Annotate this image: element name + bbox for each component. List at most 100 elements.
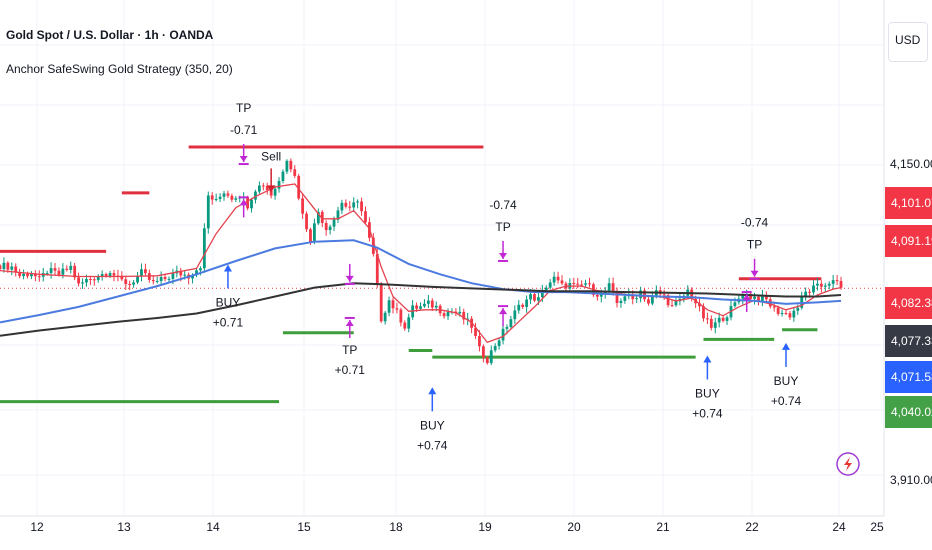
- candle: [344, 202, 348, 207]
- candle: [305, 213, 308, 230]
- price-badge: [885, 396, 932, 428]
- tp-label: -0.74: [489, 198, 517, 212]
- currency-button[interactable]: USD: [888, 22, 928, 62]
- tp-arrowhead-icon: [239, 156, 248, 163]
- candle: [635, 298, 639, 300]
- candle: [709, 318, 713, 328]
- candle: [202, 228, 206, 269]
- tp-signal: -0.74 TP: [741, 216, 769, 280]
- candle: [670, 305, 674, 307]
- candle: [2, 262, 6, 270]
- x-tick-label: 24: [832, 520, 846, 534]
- buy-label: +0.74: [417, 438, 448, 452]
- price-badge: [885, 287, 932, 319]
- tp-signal: [238, 196, 249, 218]
- price-badge-label: 4,071.581: [891, 370, 932, 384]
- candle: [257, 185, 261, 192]
- candle: [88, 279, 92, 281]
- candle: [222, 193, 226, 197]
- candle: [309, 229, 312, 243]
- candle: [332, 219, 336, 227]
- tp-label: TP: [495, 220, 510, 234]
- y-tick-label: 4,150.000: [890, 157, 932, 171]
- bolt-icon[interactable]: [836, 452, 860, 476]
- buy-arrowhead-icon: [782, 342, 790, 350]
- candle: [92, 279, 96, 281]
- candle: [556, 276, 560, 281]
- candle: [784, 313, 788, 315]
- candle: [316, 211, 320, 224]
- candle: [22, 273, 25, 277]
- tp-arrowhead-icon: [239, 199, 248, 206]
- candle: [49, 268, 53, 273]
- candle: [513, 310, 517, 320]
- candle: [804, 291, 808, 298]
- candle: [261, 185, 265, 187]
- candle: [364, 211, 367, 223]
- candle: [706, 318, 709, 320]
- tp-signal: -0.74 TP: [489, 198, 517, 262]
- candle: [835, 280, 839, 282]
- candle: [481, 346, 485, 358]
- candle: [379, 284, 383, 322]
- candle: [407, 317, 411, 329]
- candle: [395, 308, 399, 310]
- candle: [348, 206, 352, 208]
- candle: [77, 277, 80, 284]
- candle: [53, 268, 57, 271]
- candle: [485, 357, 489, 364]
- candle: [183, 274, 187, 276]
- candle: [698, 303, 701, 307]
- candle: [30, 274, 33, 277]
- tp-signal: [741, 291, 752, 313]
- y-tick-label: 3,910.000: [890, 473, 932, 487]
- candle: [493, 346, 497, 351]
- candle: [474, 327, 477, 336]
- x-tick-label: 19: [478, 520, 492, 534]
- price-badge: [885, 225, 932, 257]
- candle: [45, 272, 49, 274]
- candle: [442, 313, 446, 317]
- candle: [26, 273, 29, 277]
- candle: [96, 277, 100, 280]
- x-tick-label: 18: [389, 520, 403, 534]
- candle: [210, 195, 214, 200]
- x-tick-label: 20: [567, 520, 581, 534]
- candle: [128, 284, 132, 286]
- candle: [458, 311, 462, 314]
- candle: [360, 201, 363, 212]
- candle: [741, 295, 745, 299]
- candle: [191, 275, 194, 279]
- candle: [725, 317, 729, 321]
- candle: [18, 272, 22, 277]
- price-badge-label: 4,082.383: [891, 296, 932, 310]
- fast-ma-line: [0, 183, 842, 344]
- tp-arrowhead-icon: [499, 308, 508, 315]
- candle: [808, 291, 811, 293]
- candle: [57, 270, 61, 275]
- candle: [289, 160, 293, 170]
- candle: [297, 175, 301, 199]
- candle: [599, 294, 603, 297]
- candle: [576, 283, 580, 285]
- buy-signal: BUY +0.74: [417, 387, 448, 452]
- candle: [823, 285, 827, 287]
- indicator-title: Anchor SafeSwing Gold Strategy (350, 20): [6, 62, 233, 76]
- candle: [159, 277, 163, 281]
- candle: [588, 283, 591, 285]
- price-badge-label: 4,040.020: [891, 405, 932, 419]
- x-tick-label: 15: [297, 520, 311, 534]
- candle: [839, 280, 843, 288]
- candle: [104, 274, 108, 277]
- candle: [607, 283, 611, 291]
- candle: [336, 210, 340, 220]
- candle: [595, 294, 599, 297]
- candle: [277, 181, 281, 189]
- buy-signal: BUY +0.74: [771, 342, 802, 408]
- candle: [124, 279, 128, 285]
- tp-arrowhead-icon: [750, 270, 759, 277]
- candle: [623, 296, 627, 301]
- buy-label: BUY: [774, 374, 799, 388]
- candle: [489, 350, 493, 364]
